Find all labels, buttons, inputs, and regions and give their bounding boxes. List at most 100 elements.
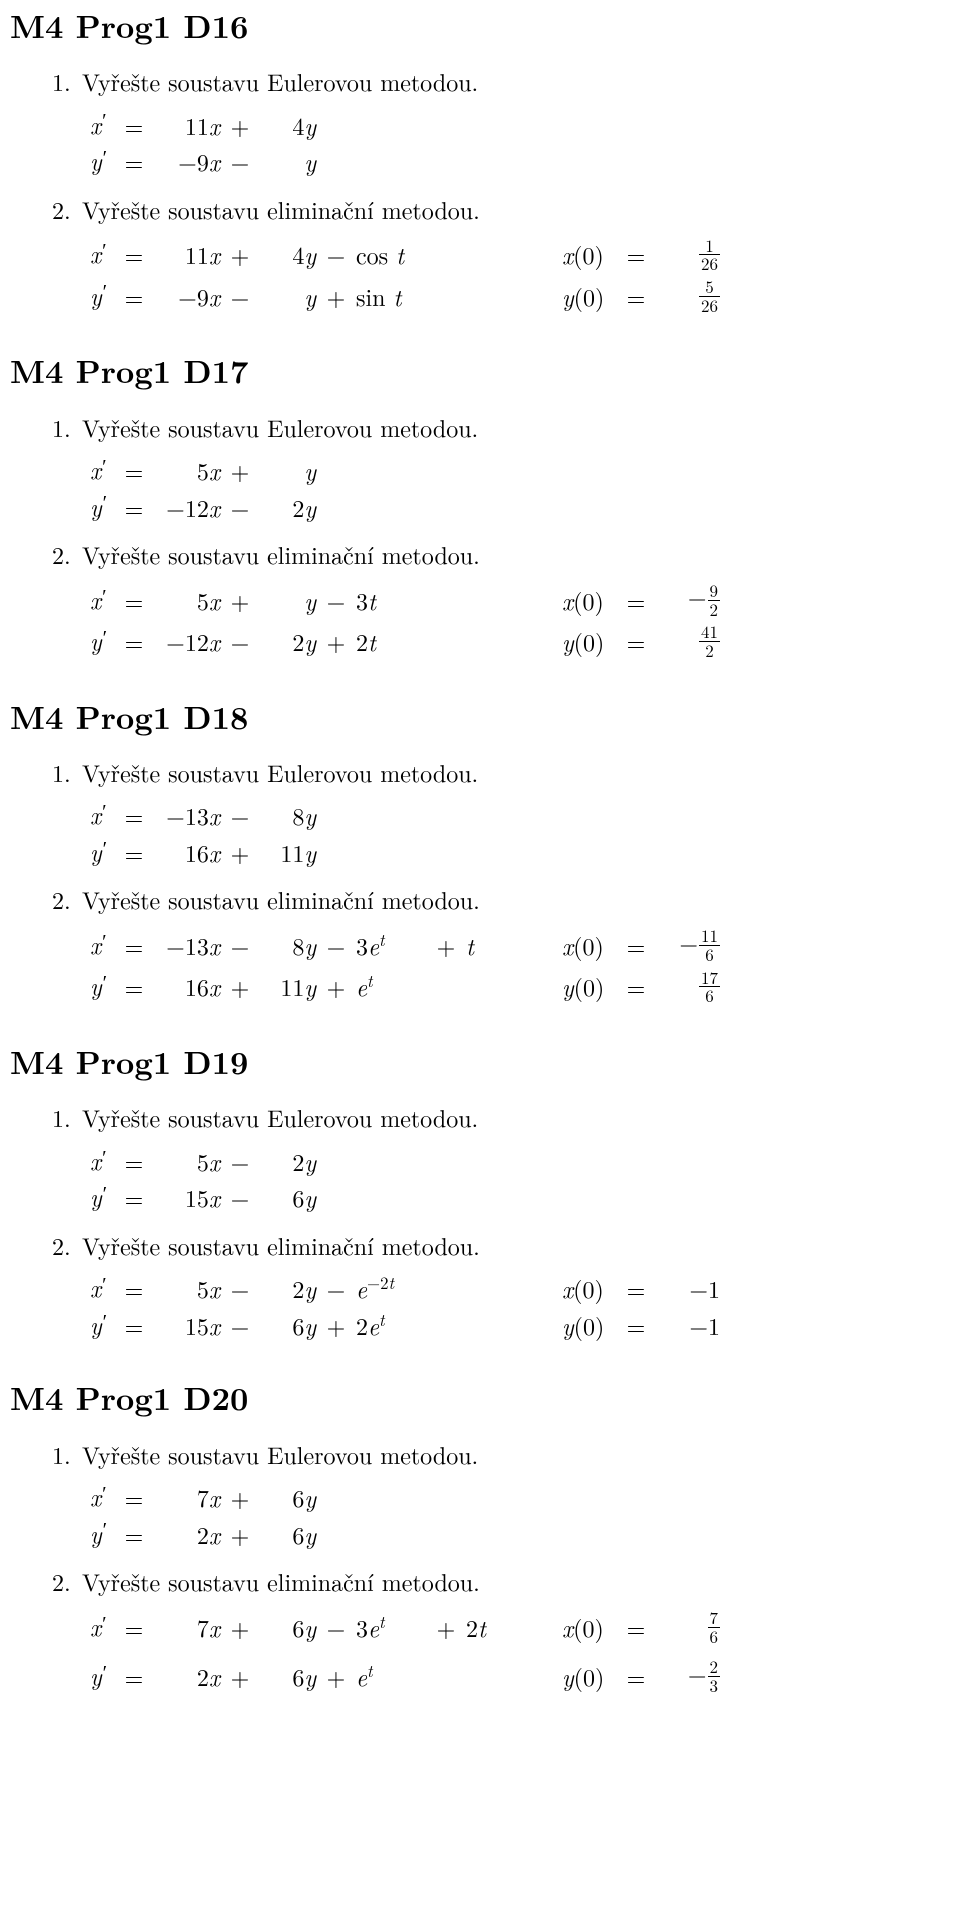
term-a: 16x <box>152 836 220 868</box>
term-b: 2y <box>260 1272 316 1304</box>
equals-sign: = <box>116 109 152 141</box>
op2: + <box>316 1660 356 1692</box>
term-b: 4y <box>260 109 316 141</box>
forcing-1: et <box>356 970 426 1002</box>
ic-variable: y(0) <box>562 1309 618 1341</box>
list-item: 1.Vyřešte soustavu Eulerovou metodou. <box>10 756 950 788</box>
ic-value: −1 <box>654 1309 720 1341</box>
equals-sign: = <box>116 1518 152 1550</box>
item-text: Vyřešte soustavu eliminační metodou. <box>82 1228 480 1262</box>
ic-variable: y(0) <box>562 625 618 657</box>
lhs-variable: x′ <box>90 583 116 618</box>
ic-variable: x(0) <box>562 1272 618 1304</box>
equation-row: y′=−12x−2y <box>10 490 950 525</box>
list-item: 1.Vyřešte soustavu Eulerovou metodou. <box>10 411 950 443</box>
term-a: 5x <box>152 1272 220 1304</box>
op2: + <box>316 625 356 657</box>
item-number: 1. <box>52 1101 82 1133</box>
equals-sign: = <box>618 584 654 616</box>
lhs-variable: x′ <box>90 928 116 963</box>
equation-row: x′=11x+4y <box>10 108 950 143</box>
ic-value: 176 <box>654 967 720 1006</box>
op1: − <box>220 1272 260 1304</box>
op1: + <box>220 1518 260 1550</box>
ic-value: 76 <box>654 1607 720 1646</box>
term-a: 11x <box>152 109 220 141</box>
equals-sign: = <box>116 1181 152 1213</box>
list-item: 1.Vyřešte soustavu Eulerovou metodou. <box>10 65 950 97</box>
term-b: 4y <box>260 238 316 270</box>
op1: − <box>220 1145 260 1177</box>
ic-value: 526 <box>654 276 720 315</box>
term-b: 8y <box>260 799 316 831</box>
term-a: −9x <box>152 280 220 312</box>
equals-sign: = <box>618 1309 654 1341</box>
item-number: 1. <box>52 65 82 97</box>
term-b: y <box>260 145 316 177</box>
lhs-variable: x′ <box>90 237 116 272</box>
equals-sign: = <box>116 1660 152 1692</box>
equals-sign: = <box>618 1272 654 1304</box>
equation-row: y′=−9x−y <box>10 144 950 179</box>
op2: − <box>316 1272 356 1304</box>
list-item: 2.Vyřešte soustavu eliminační metodou. <box>10 883 950 915</box>
term-a: 11x <box>152 238 220 270</box>
op1: + <box>220 1481 260 1513</box>
lhs-variable: y′ <box>90 279 116 314</box>
equals-sign: = <box>116 1481 152 1513</box>
equation-row: y′=2x+6y+ety(0)=−23 <box>10 1657 950 1696</box>
term-a: 7x <box>152 1611 220 1643</box>
op1: + <box>220 836 260 868</box>
term-a: 5x <box>152 454 220 486</box>
equation-row: y′=15x−6y <box>10 1180 950 1215</box>
ic-value: −23 <box>654 1657 720 1696</box>
op1: + <box>220 109 260 141</box>
term-b: 8y <box>260 929 316 961</box>
term-b: 6y <box>260 1660 316 1692</box>
op1: + <box>220 1611 260 1643</box>
op1: − <box>220 280 260 312</box>
op1: − <box>220 1309 260 1341</box>
equation-row: x′=7x+6y−3et+2tx(0)=76 <box>10 1607 950 1646</box>
document-page: M4 Prog1 D161.Vyřešte soustavu Eulerovou… <box>0 0 960 1915</box>
op1: − <box>220 929 260 961</box>
item-text: Vyřešte soustavu Eulerovou metodou. <box>82 410 478 444</box>
lhs-variable: y′ <box>90 624 116 659</box>
lhs-variable: y′ <box>90 1180 116 1215</box>
section-heading: M4 Prog1 D16 <box>10 0 950 47</box>
ic-variable: y(0) <box>562 970 618 1002</box>
term-b: 6y <box>260 1611 316 1643</box>
term-b: 11y <box>260 970 316 1002</box>
forcing-1: 3et <box>356 929 426 961</box>
lhs-variable: y′ <box>90 835 116 870</box>
lhs-variable: x′ <box>90 453 116 488</box>
ic-variable: x(0) <box>562 929 618 961</box>
equation-row: y′=16x+11y+ety(0)=176 <box>10 967 950 1006</box>
forcing-1: cos t <box>356 238 426 270</box>
forcing-1: e−2t <box>356 1272 426 1304</box>
term-a: −13x <box>152 929 220 961</box>
item-number: 2. <box>52 1229 82 1261</box>
equals-sign: = <box>116 799 152 831</box>
term-a: −12x <box>152 491 220 523</box>
equals-sign: = <box>116 1309 152 1341</box>
equation-row: x′=5x+y <box>10 453 950 488</box>
item-text: Vyřešte soustavu Eulerovou metodou. <box>82 1100 478 1134</box>
term-b: 6y <box>260 1518 316 1550</box>
term-b: y <box>260 280 316 312</box>
lhs-variable: x′ <box>90 1144 116 1179</box>
item-number: 1. <box>52 756 82 788</box>
equals-sign: = <box>116 836 152 868</box>
term-b: 2y <box>260 1145 316 1177</box>
equals-sign: = <box>618 238 654 270</box>
equation-row: x′=5x−2y <box>10 1144 950 1179</box>
lhs-variable: y′ <box>90 490 116 525</box>
ic-value: −1 <box>654 1272 720 1304</box>
op1: + <box>220 454 260 486</box>
item-number: 2. <box>52 538 82 570</box>
item-text: Vyřešte soustavu Eulerovou metodou. <box>82 64 478 98</box>
ic-value: 412 <box>654 622 720 661</box>
term-a: 7x <box>152 1481 220 1513</box>
term-a: 15x <box>152 1181 220 1213</box>
lhs-variable: y′ <box>90 144 116 179</box>
